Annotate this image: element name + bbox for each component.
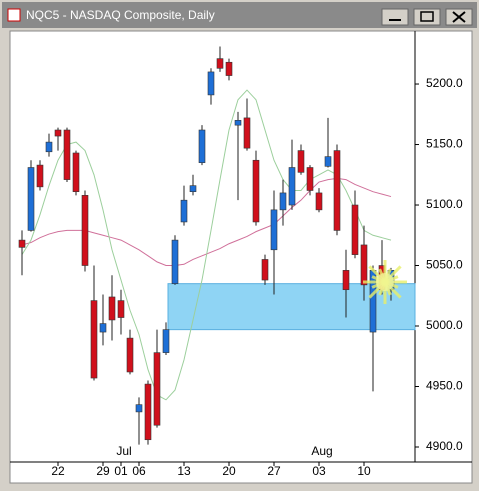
candle-body xyxy=(198,129,206,163)
x-tick-label: 10 xyxy=(357,464,371,478)
candle-body xyxy=(180,199,188,223)
month-label: Jul xyxy=(116,444,131,458)
window-icon xyxy=(7,8,21,22)
candle-body xyxy=(108,296,116,321)
candle-body xyxy=(297,150,305,173)
candle-body xyxy=(306,167,314,191)
x-tick-label: 13 xyxy=(177,464,191,478)
x-tick-label: 27 xyxy=(267,464,281,478)
candle-body xyxy=(207,71,215,96)
candle-body xyxy=(189,185,197,193)
star-core xyxy=(376,273,394,291)
candle-body xyxy=(342,270,350,291)
candle-body xyxy=(90,300,98,379)
candle-body xyxy=(99,323,107,333)
y-tick-label: 5100.0 xyxy=(426,197,463,211)
candle-body xyxy=(72,152,80,193)
starburst xyxy=(363,260,407,304)
y-tick-label: 4950.0 xyxy=(426,379,463,393)
candle-body xyxy=(288,167,296,206)
candle-body xyxy=(333,150,341,231)
candle-body xyxy=(369,270,377,333)
minimize-button[interactable] xyxy=(381,8,409,26)
chart-area xyxy=(9,30,473,484)
y-tick-label: 5200.0 xyxy=(426,76,463,90)
candle-body xyxy=(63,129,71,180)
candle-body xyxy=(216,58,224,69)
y-tick-label: 5050.0 xyxy=(426,258,463,272)
candle-body xyxy=(126,337,134,373)
x-tick-label: 29 xyxy=(96,464,110,478)
candle-body xyxy=(351,204,359,255)
restore-icon xyxy=(420,11,434,22)
candle-body xyxy=(45,141,53,153)
x-tick-label: 01 xyxy=(114,464,128,478)
candle-body xyxy=(270,209,278,251)
candle-body xyxy=(225,61,233,76)
x-tick-label: 06 xyxy=(132,464,146,478)
candle-body xyxy=(315,192,323,211)
candle-body xyxy=(18,239,26,248)
candle-body xyxy=(135,404,143,413)
candle-body xyxy=(243,117,251,149)
candle-body xyxy=(360,244,368,286)
y-tick-label: 4900.0 xyxy=(426,439,463,453)
candle-body xyxy=(171,239,179,284)
candle-body xyxy=(27,167,35,231)
month-label: Aug xyxy=(311,444,332,458)
candle-body xyxy=(162,329,170,353)
y-tick-label: 5000.0 xyxy=(426,318,463,332)
x-tick-label: 22 xyxy=(51,464,65,478)
window-title: NQC5 - NASDAQ Composite, Daily xyxy=(26,8,215,22)
x-tick-label: 03 xyxy=(312,464,326,478)
candle-body xyxy=(36,164,44,188)
candle-body xyxy=(153,352,161,426)
candle-body xyxy=(117,300,125,318)
candle-body xyxy=(324,156,332,167)
candle-body xyxy=(234,120,242,126)
candle-body xyxy=(279,192,287,211)
candle-body xyxy=(261,259,269,281)
candle-body xyxy=(81,195,89,266)
x-tick-label: 20 xyxy=(222,464,236,478)
candle-body xyxy=(252,159,260,223)
moving-average xyxy=(21,89,392,401)
candle-body xyxy=(144,383,152,441)
close-icon xyxy=(452,11,466,23)
candle-body xyxy=(54,129,62,137)
y-tick-label: 5150.0 xyxy=(426,137,463,151)
